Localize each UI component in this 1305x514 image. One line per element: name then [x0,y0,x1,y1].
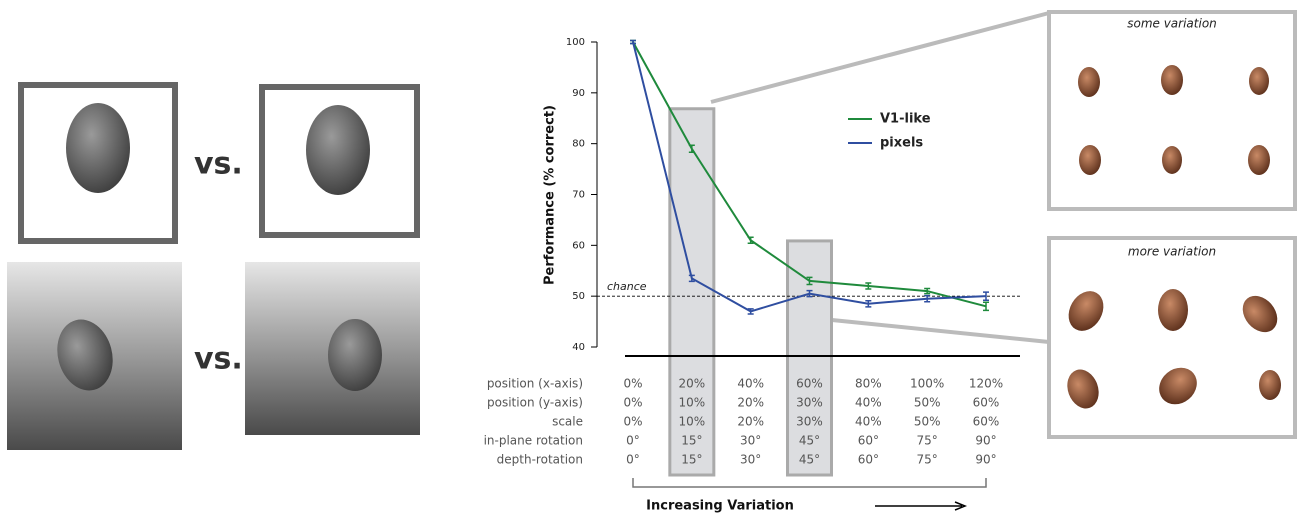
face [328,319,382,391]
y-tick-label: 100 [566,37,585,48]
inset-title: some variation [1127,17,1217,31]
row-label: position (x-axis) [487,377,583,391]
left-panel: vs. vs. [7,82,420,450]
y-tick-label: 80 [572,139,585,150]
x-tick-label: 45° [799,434,820,448]
x-tick-label: 40% [855,415,882,429]
y-tick-label: 70 [572,190,585,201]
x-tick-label: 75° [917,453,938,467]
x-tick-label: 15° [681,453,702,467]
chance-label: chance [607,280,647,293]
x-tick-label: 10% [678,415,705,429]
x-tick-label: 75° [917,434,938,448]
x-tick-label: 0% [623,396,642,410]
x-tick-label: 50% [914,415,941,429]
x-axis-label: Increasing Variation [646,499,794,514]
x-tick-label: 30° [740,453,761,467]
x-tick-label: 90° [975,453,996,467]
connector [710,11,1050,104]
x-tick-label: 10% [678,396,705,410]
x-tick-label: 0° [626,434,640,448]
face [66,103,130,193]
row-label: position (y-axis) [487,396,583,410]
y-tick-label: 40 [572,342,585,353]
error-bar [983,291,989,301]
arrow [875,501,968,511]
row-label: scale [552,415,583,429]
plot: 40 50 60 70 80 90 100 chance position (x-axis) 0%… [484,37,1020,477]
x-tick-label: 20% [678,377,705,391]
legend-label: pixels [880,136,923,151]
face [57,319,113,391]
error-bar [630,39,636,45]
x-tick-label: 15° [681,434,702,448]
x-tick-label: 40% [855,396,882,410]
error-bar [865,299,872,308]
bracket [632,478,987,488]
error-bar [806,289,813,298]
error-bar [924,294,931,303]
x-tick-label: 100% [910,377,944,391]
x-tick-label: 20% [737,396,764,410]
x-tick-label: 0° [626,453,640,467]
x-tick-label: 60% [796,377,823,391]
x-tick-label: 20% [737,415,764,429]
error-bar [747,236,754,245]
face [306,105,370,195]
error-bar [924,287,931,295]
x-tick-label: 50% [914,396,941,410]
error-bar [806,276,813,286]
row-label: in-plane rotation [484,434,583,448]
x-tick-label: 60% [973,396,1000,410]
insets: some variation more variation [710,10,1297,439]
legend-label: V1-like [880,112,931,127]
y-tick-label: 50 [572,291,585,302]
x-tick-label: 60% [973,415,1000,429]
inset-panel [1047,10,1297,211]
x-tick-label: 0% [623,377,642,391]
y-tick-label: 60 [572,240,585,251]
y-tick-label: 90 [572,88,585,99]
x-tick-label: 30% [796,415,823,429]
y-axis-label: Performance (% correct) [543,105,558,285]
vs-label: vs. [194,147,243,182]
face-grid [1067,65,1281,409]
x-tick-label: 120% [969,377,1003,391]
x-tick-label: 45° [799,453,820,467]
x-tick-label: 60° [858,453,879,467]
error-bar [688,274,695,283]
row-label: depth-rotation [497,453,583,467]
x-tick-label: 40% [737,377,764,391]
x-tick-label: 30° [740,434,761,448]
x-tick-label: 60° [858,434,879,448]
error-bar [747,308,754,315]
error-bar [688,144,695,154]
vs-label: vs. [194,342,243,377]
x-tick-label: 0% [623,415,642,429]
connector [831,318,1050,344]
x-tick-label: 90° [975,434,996,448]
inset-title: more variation [1128,245,1216,259]
error-bar [983,301,989,312]
x-tick-label: 30% [796,396,823,410]
x-tick-label: 80% [855,377,882,391]
error-bar [865,282,872,290]
